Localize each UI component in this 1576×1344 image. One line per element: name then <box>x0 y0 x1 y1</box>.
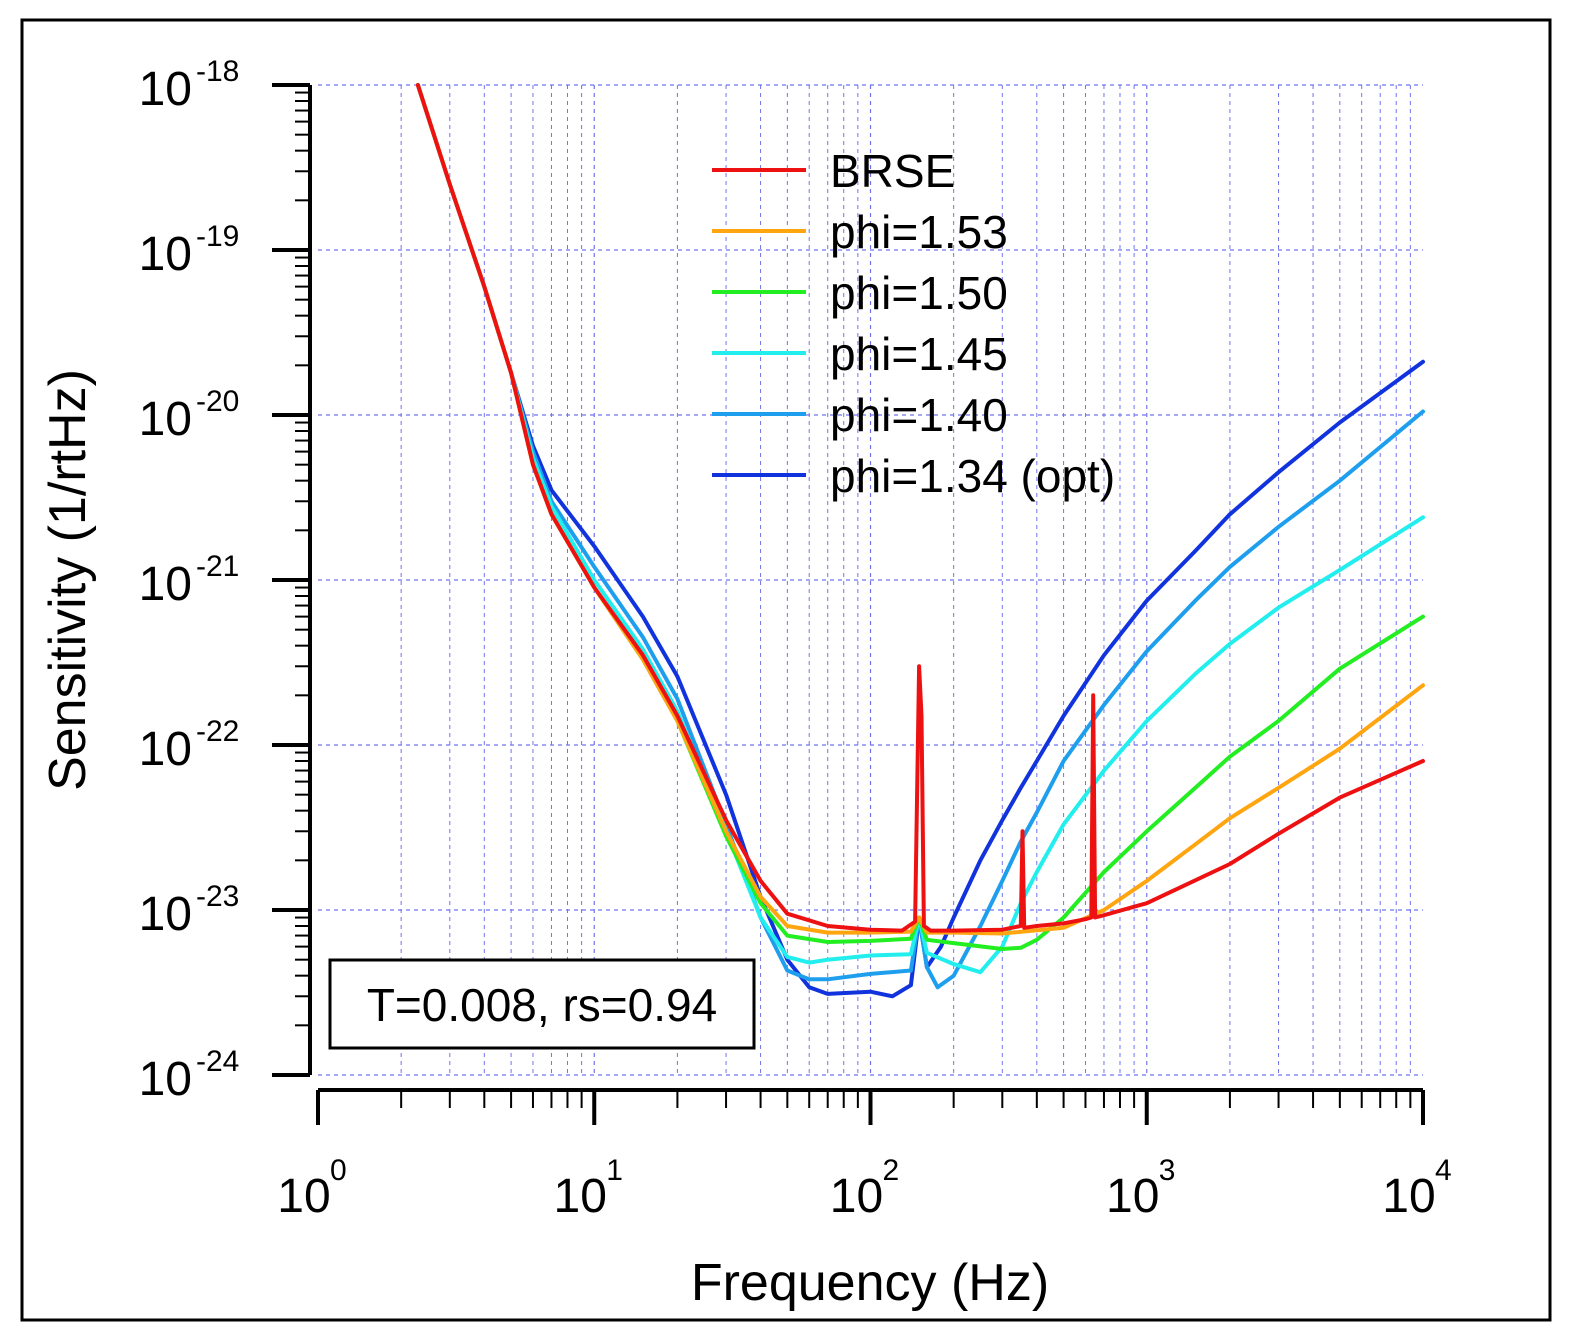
legend-label: phi=1.50 <box>830 267 1008 319</box>
y-tick-label: 10 <box>139 558 192 611</box>
y-tick-label: 10 <box>139 888 192 941</box>
x-tick-exponent: 2 <box>883 1154 900 1187</box>
series-line <box>415 83 1425 933</box>
figure-frame <box>20 18 1552 1322</box>
legend-label: phi=1.45 <box>830 328 1008 380</box>
y-tick-label: 10 <box>139 393 192 446</box>
x-tick-label: 10 <box>830 1170 883 1223</box>
y-tick-exponent: -19 <box>196 220 239 253</box>
series-line <box>415 83 1425 999</box>
x-axis-label: Frequency (Hz) <box>691 1254 1049 1312</box>
series-lines <box>415 83 1425 999</box>
annotation-box: T=0.008, rs=0.94 <box>328 958 756 1050</box>
annotation-frame <box>328 958 756 1050</box>
legend-label: phi=1.34 (opt) <box>830 450 1115 502</box>
legend-label: phi=1.40 <box>830 389 1008 441</box>
y-tick-exponent: -23 <box>196 880 239 913</box>
x-tick-exponent: 4 <box>1435 1154 1452 1187</box>
x-tick-exponent: 1 <box>606 1154 623 1187</box>
x-tick-label: 10 <box>554 1170 607 1223</box>
y-tick-exponent: -21 <box>196 550 239 583</box>
y-tick-exponent: -18 <box>196 55 239 88</box>
x-tick-label: 10 <box>1382 1170 1435 1223</box>
y-tick-label: 10 <box>139 228 192 281</box>
x-tick-exponent: 0 <box>330 1154 347 1187</box>
legend-label: phi=1.53 <box>830 206 1008 258</box>
y-tick-exponent: -24 <box>196 1045 239 1078</box>
x-tick-exponent: 3 <box>1159 1154 1176 1187</box>
y-tick-exponent: -22 <box>196 715 239 748</box>
x-tick-label: 10 <box>1106 1170 1159 1223</box>
x-tick-label: 10 <box>277 1170 330 1223</box>
y-tick-label: 10 <box>139 723 192 776</box>
series-line <box>415 83 1425 975</box>
annotation-text: T=0.008, rs=0.94 <box>367 979 717 1031</box>
y-tick-label: 10 <box>139 1053 192 1106</box>
y-axis-label: Sensitivity (1/rtHz) <box>39 369 97 791</box>
legend-label: BRSE <box>830 145 955 197</box>
grid <box>318 84 1423 1076</box>
y-tick-label: 10 <box>139 63 192 116</box>
y-tick-exponent: -20 <box>196 385 239 418</box>
legend: BRSE phi=1.53 phi=1.50 phi=1.45 phi=1.40 phi=… <box>712 145 1115 502</box>
